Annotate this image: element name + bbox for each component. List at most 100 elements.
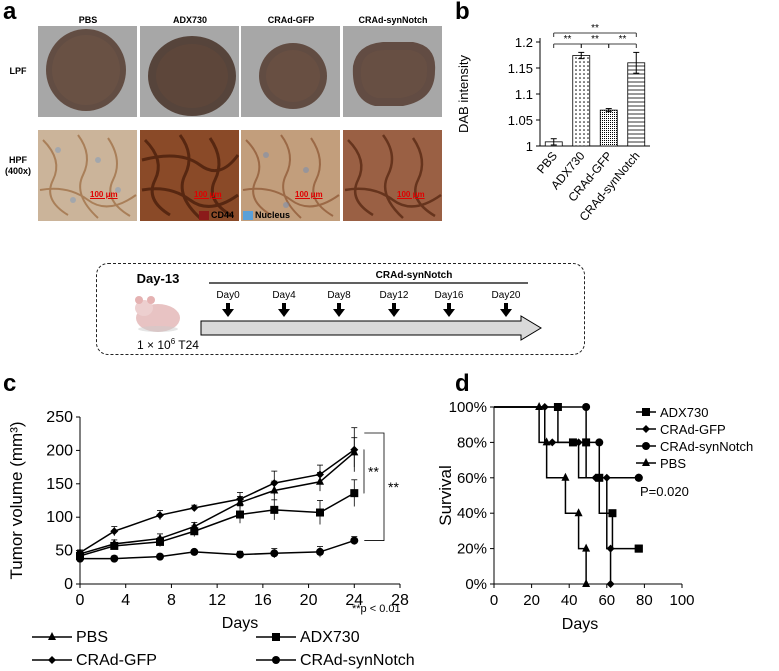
data-point	[634, 544, 643, 553]
data-point	[156, 552, 164, 561]
y-tick-label: 100	[46, 509, 73, 526]
y-axis-label: DAB intensity	[456, 54, 471, 133]
data-point	[190, 503, 199, 512]
scale-bar-label: 100 μm	[295, 190, 323, 199]
data-point	[190, 527, 199, 536]
data-point	[595, 438, 604, 447]
series-crad-synnotch	[76, 536, 359, 563]
treatment-schedule: Day-13 1 × 106 T24 CRAd-synNotch Day0 Day4 Da…	[135, 270, 542, 352]
data-point	[542, 437, 551, 446]
x-axis-label: Days	[562, 616, 598, 633]
data-point	[156, 537, 164, 546]
significance-label: **	[388, 479, 399, 495]
significance-label: **	[591, 23, 599, 34]
data-point	[350, 445, 359, 454]
legend-label-nucleus: Nucleus	[255, 210, 291, 220]
y-tick-label: 40%	[457, 505, 487, 522]
y-tick-label: 1.15	[508, 61, 533, 76]
data-point	[236, 495, 244, 504]
day-label: Day12	[380, 290, 409, 301]
series-crad-gfp	[494, 403, 615, 588]
legend-label-cd44: CD44	[211, 210, 235, 220]
data-point	[591, 473, 600, 482]
legend-swatch-nucleus	[243, 211, 253, 220]
scale-bar-label: 100 μm	[397, 190, 425, 199]
injection-arrow	[443, 303, 455, 317]
legend-marker	[272, 633, 280, 641]
series-pbs	[76, 437, 359, 557]
x-tick-label: 80	[636, 592, 653, 609]
survival-step	[494, 406, 587, 584]
x-tick-label: 4	[121, 592, 130, 609]
legend-label: CRAd-GFP	[660, 422, 726, 437]
data-point	[236, 510, 244, 519]
data-point	[582, 543, 591, 552]
lpf-image-adx730	[140, 26, 239, 117]
data-point	[608, 509, 617, 518]
legend-item: ADX730	[256, 629, 360, 646]
series-line	[79, 492, 355, 557]
bar	[599, 109, 618, 147]
y-axis-label: Survival	[436, 465, 455, 525]
legend-swatch-cd44	[199, 211, 209, 220]
mouse-ear	[135, 296, 143, 304]
mouse-ear	[147, 296, 155, 304]
x-tick-label: 100	[669, 592, 694, 609]
treatment-label: CRAd-synNotch	[376, 270, 453, 281]
legend-label: ADX730	[300, 629, 360, 646]
p-value-note: **p < 0.01	[352, 603, 401, 615]
data-point	[582, 403, 591, 411]
y-axis-label: Tumor volume (mm³)	[7, 421, 26, 579]
panel-c-line-chart: 0 50 100 150 200 250 0 4 8 12 16 20 24 28 Days Tumor vo…	[7, 409, 415, 669]
injection-arrow	[500, 303, 512, 317]
data-point	[535, 402, 544, 410]
data-point	[156, 511, 164, 520]
legend-item: CRAd-GFP	[32, 652, 157, 669]
injection-arrow	[222, 303, 234, 317]
row-label-hpf: HPF	[9, 155, 27, 165]
data-point	[574, 508, 583, 517]
series-line	[79, 449, 355, 554]
x-tick-label: 12	[208, 592, 226, 609]
panel-c-letter: c	[3, 370, 17, 397]
data-point	[236, 550, 244, 559]
column-header-adx730: ADX730	[172, 15, 208, 25]
significance-label: **	[564, 34, 572, 45]
data-point	[316, 508, 324, 517]
data-point	[582, 579, 591, 587]
legend-item: CRAd-GFP	[636, 422, 726, 437]
legend-item: PBS	[32, 629, 108, 646]
series-crad-synnotch	[494, 403, 643, 482]
y-tick-label: 50	[55, 543, 73, 560]
data-point	[574, 438, 583, 447]
scale-bar-label: 100 μm	[194, 190, 222, 199]
treatment-schedule-box	[96, 263, 585, 355]
lpf-image-crad-gfp	[241, 26, 340, 117]
legend-marker	[642, 425, 650, 433]
injection-arrow	[333, 303, 345, 317]
panel-d-survival-chart: 0% 20% 40% 60% 80% 100% 0 20 40 60 80 100 Days Surviv…	[436, 399, 753, 633]
scale-bar-label: 100 μm	[90, 190, 118, 199]
sig-bracket-outer	[364, 432, 385, 541]
legend-item: CRAd-synNotch	[256, 652, 415, 669]
y-tick-label: 100%	[449, 399, 487, 416]
data-point	[110, 527, 119, 536]
hpf-image-adx730: 100 μm	[140, 130, 240, 221]
y-tick-label: 1.1	[515, 87, 533, 102]
significance-label: **	[591, 34, 599, 45]
column-header-pbs: PBS	[78, 15, 98, 25]
legend-label: ADX730	[660, 405, 708, 420]
y-tick-label: 60%	[457, 470, 487, 487]
data-point	[606, 544, 615, 553]
x-tick-label: 60	[598, 592, 615, 609]
series-line	[80, 539, 355, 560]
legend-label: CRAd-synNotch	[300, 652, 415, 669]
panel-a-letter: a	[3, 0, 17, 25]
column-header-crad-gfp: CRAd-GFP	[267, 15, 315, 25]
bar	[572, 55, 591, 147]
y-tick-label: 0	[64, 576, 73, 593]
y-tick-label: 1	[526, 139, 533, 154]
data-point	[634, 473, 643, 482]
p-value-label: P=0.020	[640, 484, 689, 499]
day-label: Day8	[327, 290, 351, 301]
